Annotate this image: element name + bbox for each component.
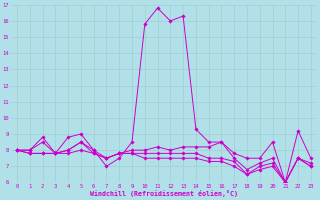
X-axis label: Windchill (Refroidissement éolien,°C): Windchill (Refroidissement éolien,°C) — [90, 190, 238, 197]
